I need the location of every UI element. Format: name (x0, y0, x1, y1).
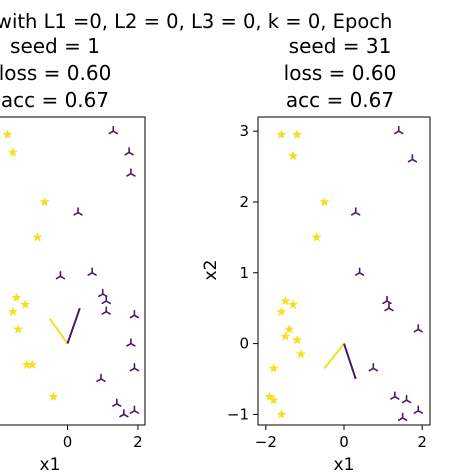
data-point-star (11, 292, 22, 302)
x-tick-label: −2 (255, 433, 277, 451)
data-point-star (284, 324, 295, 334)
data-point-tri (126, 338, 136, 347)
data-point-tri (55, 271, 66, 280)
panel-right-xlabel: x1 (334, 455, 355, 474)
panel-right-ylabel: x2 (201, 260, 221, 281)
panel-left-title-line-2: loss = 0.60 (0, 61, 111, 85)
data-point-tri (119, 409, 129, 418)
panel-right: seed = 31 loss = 0.60 acc = 0.67 −2 0 2 −1 0… (201, 34, 431, 474)
data-point-tri (413, 324, 423, 333)
y-tick-label: 1 (239, 264, 249, 282)
data-point-tri (394, 125, 404, 135)
data-point-tri (368, 363, 379, 372)
data-point-star (268, 395, 279, 405)
data-point-tri (108, 125, 119, 135)
plot-frame (0, 116, 146, 426)
panel-right-title-line-1: seed = 31 (289, 34, 392, 58)
data-point-star (2, 129, 13, 139)
data-point-tri (101, 295, 111, 305)
data-point-star (292, 334, 303, 345)
data-point-tri (401, 394, 412, 404)
data-point-tri (354, 267, 365, 276)
data-point-tri (73, 207, 83, 216)
panel-right-title-line-2: loss = 0.60 (284, 61, 397, 85)
data-point-star (288, 150, 299, 161)
data-point-star (7, 306, 18, 316)
data-point-tri (87, 267, 97, 276)
data-point-star (264, 391, 275, 401)
panel-right-marks (264, 125, 423, 421)
data-point-star (319, 196, 330, 207)
data-point-star (13, 324, 24, 334)
data-point-tri (351, 207, 361, 216)
data-point-star (280, 295, 291, 306)
panel-right-axes: −2 0 2 −1 0 1 2 3 (227, 116, 431, 451)
y-tick-label: −1 (227, 405, 249, 423)
data-point-star (27, 359, 38, 370)
figure-suptitle: with L1 =0, L2 = 0, L3 = 0, k = 0, Epoch (0, 10, 392, 33)
y-tick-label: 0 (239, 335, 249, 353)
data-point-tri (390, 391, 400, 400)
data-point-star (39, 196, 50, 207)
data-point-star (288, 299, 299, 309)
x-tick-label: 2 (133, 433, 143, 451)
x-tick-label: 2 (417, 433, 427, 451)
panel-right-title-line-3: acc = 0.67 (286, 88, 394, 112)
data-point-tri (382, 295, 392, 305)
data-point-star (20, 299, 31, 309)
plot-frame (257, 116, 431, 426)
data-point-tri (112, 398, 122, 407)
data-point-star (280, 331, 291, 341)
data-point-star (276, 306, 287, 316)
data-point-tri (384, 302, 394, 312)
y-tick-label: 3 (239, 122, 249, 140)
data-point-star (268, 363, 279, 373)
panel-left-title-line-3: acc = 0.67 (1, 88, 109, 112)
boundary-segment-star (49, 318, 69, 345)
x-tick-label: 0 (63, 433, 73, 451)
data-point-tri (96, 373, 106, 383)
data-point-star (311, 232, 322, 242)
panel-left-xlabel: x1 (40, 455, 61, 474)
data-point-tri (126, 168, 136, 177)
data-point-tri (129, 309, 140, 319)
data-point-tri (101, 306, 111, 315)
data-point-star (296, 349, 306, 359)
data-point-star (276, 409, 287, 419)
y-tick-label: 2 (239, 193, 249, 211)
data-point-tri (129, 405, 140, 414)
x-tick-label: 0 (339, 433, 349, 451)
data-point-star (292, 129, 303, 139)
data-point-star (32, 232, 43, 242)
boundary-segment-star (323, 342, 345, 369)
data-point-tri (407, 154, 418, 163)
data-point-tri (98, 288, 108, 298)
data-point-star (48, 391, 59, 401)
data-point-star (22, 359, 32, 370)
data-point-star (276, 129, 287, 139)
data-point-star (7, 147, 18, 157)
boundary-segment-tri (66, 307, 81, 344)
data-point-tri (397, 412, 408, 421)
panel-left-title-line-1: seed = 1 (10, 34, 100, 58)
panel-left-marks (2, 125, 140, 418)
data-point-tri (124, 147, 134, 156)
boundary-segment-tri (343, 343, 357, 380)
data-point-tri (129, 363, 140, 372)
data-point-tri (413, 405, 423, 414)
